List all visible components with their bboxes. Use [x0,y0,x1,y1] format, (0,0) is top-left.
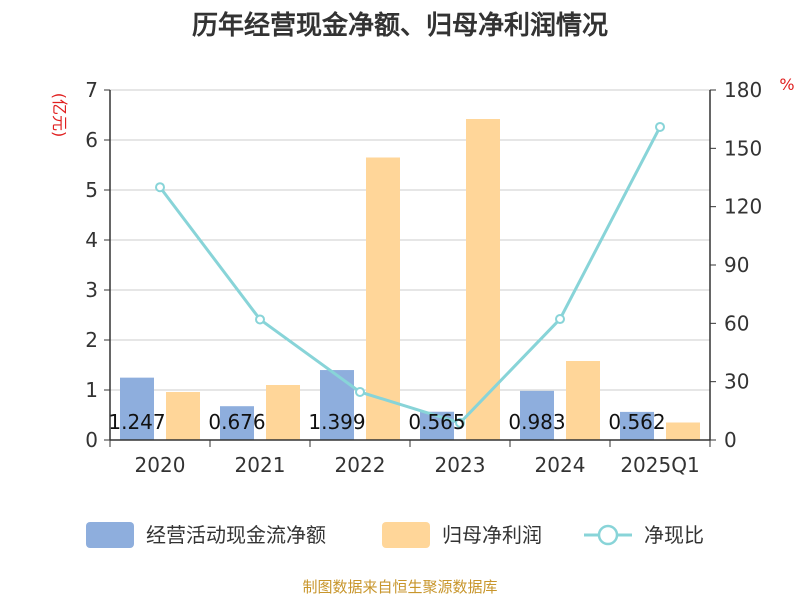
bar-net-profit [466,119,500,440]
left-tick-label: 5 [85,178,98,202]
legend-label-cash-flow: 经营活动现金流净额 [146,523,326,547]
legend-swatch-cash-flow [86,522,134,548]
right-tick-label: 30 [724,370,749,394]
axes: 0 1 2 3 4 5 6 7 0 30 60 90 120 150 180 2020 2021 2022 2023… [85,78,762,477]
ratio-point [255,314,265,325]
right-axis-unit: % [779,75,794,94]
left-tick-label: 7 [85,78,98,102]
ratio-point [555,314,565,325]
bar-net-profit [366,157,400,440]
bar-net-profit [566,361,600,440]
bar-cash-flow [120,377,154,440]
x-tick-label: 2023 [435,453,486,477]
data-source: 制图数据来自恒生聚源数据库 [302,578,497,596]
legend-label-ratio: 净现比 [644,523,704,547]
left-tick-label: 4 [85,228,98,252]
right-tick-label: 90 [724,253,749,277]
ratio-point [655,121,665,132]
data-label-cash-flow: 0.676 [208,410,265,434]
bar-cash-flow [620,411,654,440]
data-label-cash-flow: 0.565 [408,410,465,434]
ratio-point [355,386,365,397]
data-label-cash-flow: 0.983 [508,410,565,434]
legend-label-net-profit: 归母净利润 [442,523,542,547]
chart-title: 历年经营现金净额、归母净利润情况 [192,10,608,41]
ratio-point [155,182,165,193]
ratio-series-line [158,126,662,425]
right-tick-label: 150 [724,136,762,160]
legend-swatch-ratio-marker [597,524,619,546]
bars [120,119,700,440]
data-label-cash-flow: 0.562 [608,410,665,434]
left-tick-label: 3 [85,278,98,302]
ratio-point [455,417,465,428]
right-tick-label: 180 [724,78,762,102]
legend-swatch-net-profit [382,522,430,548]
left-tick-label: 1 [85,378,98,402]
x-tick-label: 2025Q1 [620,453,699,477]
bar-cash-flow [520,390,554,440]
x-tick-label: 2024 [535,453,586,477]
legend: 经营活动现金流净额 归母净利润 净现比 [86,522,704,548]
right-tick-label: 120 [724,195,762,219]
left-tick-label: 2 [85,328,98,352]
right-tick-label: 0 [724,428,737,452]
bar-net-profit [666,422,700,440]
bar-net-profit [266,385,300,440]
gridlines [110,89,710,391]
x-tick-label: 2021 [235,453,286,477]
data-label-cash-flow: 1.399 [308,410,365,434]
x-tick-label: 2022 [335,453,386,477]
x-tick-label: 2020 [135,453,186,477]
left-axis-unit: (亿元) [50,93,69,138]
bar-net-profit [166,392,200,440]
right-tick-label: 60 [724,311,749,335]
left-tick-label: 6 [85,128,98,152]
left-tick-label: 0 [85,428,98,452]
data-labels: 1.247 0.676 1.399 0.565 0.983 0.562 [108,410,665,434]
ratio-line [155,121,665,428]
data-label-cash-flow: 1.247 [108,410,165,434]
bar-cash-flow [220,406,254,440]
